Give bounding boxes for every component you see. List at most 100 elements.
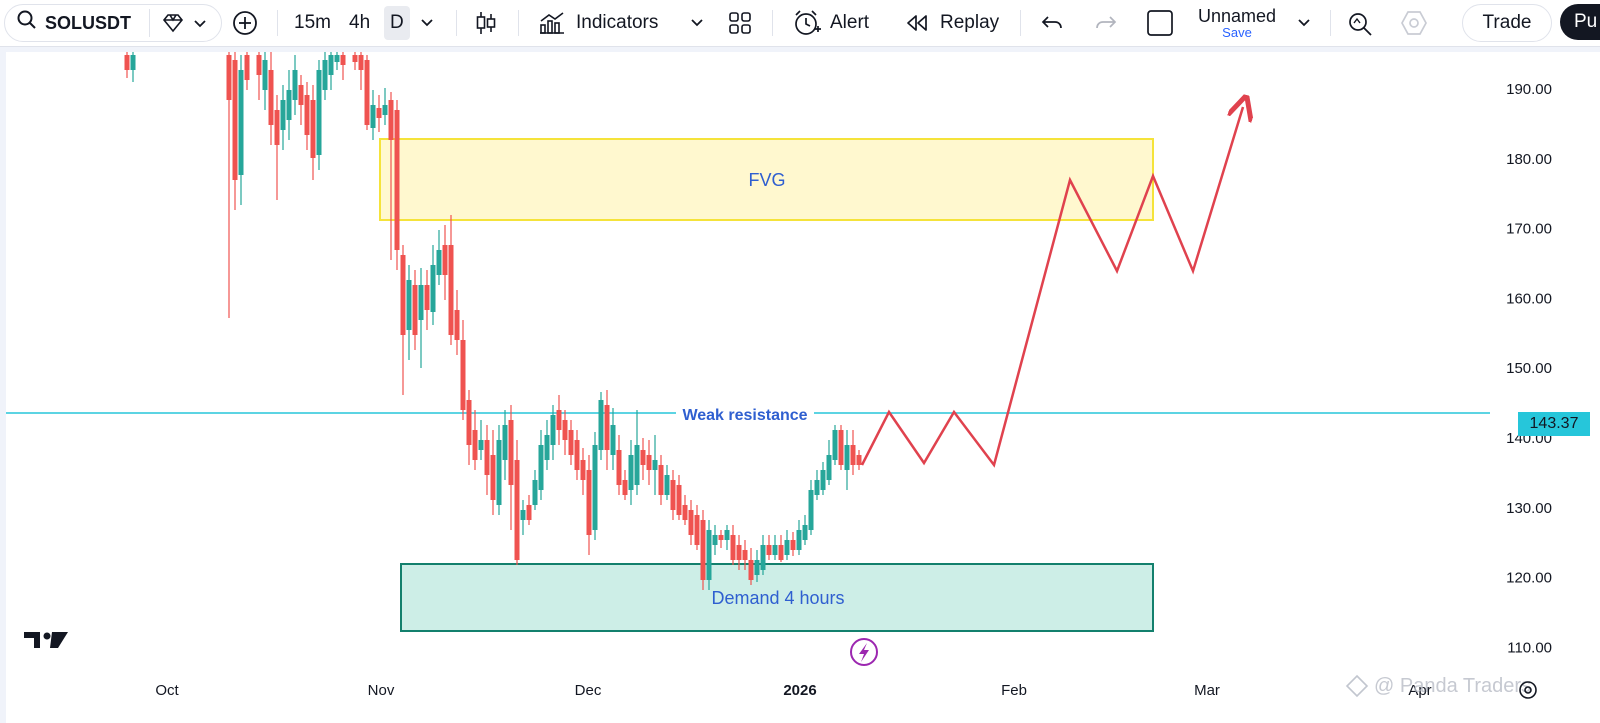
settings-button[interactable] bbox=[1400, 0, 1428, 46]
candle-body bbox=[622, 480, 628, 495]
indicators-label: Indicators bbox=[576, 12, 659, 33]
candle-body bbox=[322, 60, 328, 90]
diamond-icon[interactable] bbox=[161, 13, 185, 39]
candle-body bbox=[448, 245, 454, 335]
candle-body bbox=[838, 430, 844, 465]
candle-body bbox=[514, 460, 520, 560]
undo-button[interactable] bbox=[1040, 0, 1064, 46]
candle-body bbox=[340, 55, 346, 65]
undo-icon bbox=[1041, 16, 1062, 29]
candle-body bbox=[352, 55, 358, 62]
candle-body bbox=[454, 310, 460, 340]
interval-d-button[interactable]: D bbox=[384, 0, 410, 46]
redo-button[interactable] bbox=[1094, 0, 1118, 46]
candle-body bbox=[376, 108, 382, 118]
candle-body bbox=[688, 510, 694, 535]
search-icon bbox=[17, 10, 37, 36]
symbol-name: SOLUSDT bbox=[45, 12, 132, 33]
templates-button[interactable] bbox=[728, 0, 752, 46]
resistance-label-bg bbox=[676, 403, 814, 425]
candle-body bbox=[802, 525, 808, 540]
candle-body bbox=[730, 535, 736, 560]
layout-name: Unnamed bbox=[1197, 6, 1277, 26]
candle-body bbox=[562, 420, 568, 440]
candle-body bbox=[262, 60, 268, 90]
candle-body bbox=[520, 510, 526, 520]
add-symbol-button[interactable] bbox=[232, 0, 258, 46]
price-tick-label: 160.00 bbox=[1506, 290, 1552, 307]
candle-body bbox=[640, 450, 646, 465]
candle-body bbox=[706, 530, 712, 580]
indicators-button[interactable]: Indicators bbox=[538, 0, 658, 46]
candle-body bbox=[406, 280, 412, 330]
lightning-event-icon[interactable] bbox=[850, 638, 878, 666]
hexagon-gear-icon bbox=[1401, 11, 1427, 35]
candle-body bbox=[334, 55, 340, 62]
candle-body bbox=[238, 70, 244, 175]
candle-type-button[interactable] bbox=[474, 0, 498, 46]
candle-body bbox=[538, 445, 544, 490]
candle-body bbox=[604, 405, 610, 450]
trade-button[interactable]: Trade bbox=[1462, 4, 1552, 42]
fvg-label: FVG bbox=[748, 170, 785, 190]
grid-icon bbox=[729, 12, 751, 34]
redo-icon bbox=[1096, 16, 1117, 29]
indicators-icon bbox=[540, 12, 564, 34]
indicators-dropdown[interactable] bbox=[690, 0, 704, 46]
quick-search-button[interactable] bbox=[1346, 0, 1376, 46]
candle-body bbox=[532, 480, 538, 505]
interval-4h[interactable]: 4h bbox=[349, 12, 371, 33]
candle-body bbox=[592, 445, 598, 530]
candle-body bbox=[478, 440, 484, 450]
candle-body bbox=[574, 440, 580, 470]
tradingview-logo bbox=[24, 632, 68, 648]
candle-body bbox=[832, 430, 838, 460]
layout-name-button[interactable]: Unnamed Save bbox=[1194, 0, 1280, 46]
candle-body bbox=[634, 445, 640, 485]
candle-body bbox=[646, 455, 652, 470]
candle-body bbox=[388, 100, 394, 140]
axis-settings-icon[interactable] bbox=[1519, 681, 1537, 699]
candle-body bbox=[682, 505, 688, 520]
candle-body bbox=[274, 110, 280, 145]
candle-body bbox=[268, 70, 274, 125]
replay-button[interactable]: Replay bbox=[904, 0, 999, 46]
chevron-down-icon bbox=[691, 19, 703, 27]
interval-15m[interactable]: 15m bbox=[294, 12, 331, 33]
current-price-tag[interactable]: 143.37 bbox=[1518, 412, 1590, 436]
candle-body bbox=[226, 55, 232, 100]
candle-body bbox=[304, 95, 310, 135]
candle-body bbox=[544, 435, 550, 460]
time-axis[interactable]: Oct Nov Dec 2026 Feb Mar Apr bbox=[155, 682, 1431, 699]
candle-body bbox=[664, 475, 670, 495]
layout-button[interactable] bbox=[1146, 0, 1174, 46]
alert-button[interactable]: Alert bbox=[792, 0, 869, 46]
save-label: Save bbox=[1222, 25, 1252, 40]
candle-body bbox=[844, 445, 850, 470]
candle-body bbox=[736, 545, 742, 560]
chevron-down-icon[interactable] bbox=[193, 15, 207, 37]
candle-body bbox=[472, 430, 478, 460]
price-tick-label: 130.00 bbox=[1506, 500, 1552, 517]
candle-body bbox=[772, 545, 778, 555]
layout-dropdown[interactable] bbox=[1297, 0, 1311, 46]
candle-body bbox=[748, 560, 754, 580]
projection-path[interactable] bbox=[860, 107, 1243, 468]
price-tick-label: 190.00 bbox=[1506, 81, 1552, 98]
candle-body bbox=[298, 85, 304, 105]
chevron-down-icon bbox=[421, 19, 433, 27]
demand-label: Demand 4 hours bbox=[711, 588, 844, 608]
rewind-icon bbox=[907, 15, 927, 31]
price-axis[interactable]: 190.00180.00170.00160.00150.00140.00130.… bbox=[1506, 81, 1552, 656]
candle-body bbox=[820, 470, 826, 490]
candle-body bbox=[466, 400, 472, 445]
candle-body bbox=[796, 530, 802, 550]
publish-button[interactable]: Pu bbox=[1560, 4, 1600, 40]
candle-body bbox=[670, 480, 676, 510]
symbol-search[interactable]: SOLUSDT bbox=[4, 4, 222, 42]
fvg-zone[interactable] bbox=[379, 138, 1154, 221]
demand-zone[interactable] bbox=[400, 563, 1154, 632]
interval-dropdown[interactable] bbox=[420, 0, 434, 46]
replay-label: Replay bbox=[940, 12, 1000, 33]
